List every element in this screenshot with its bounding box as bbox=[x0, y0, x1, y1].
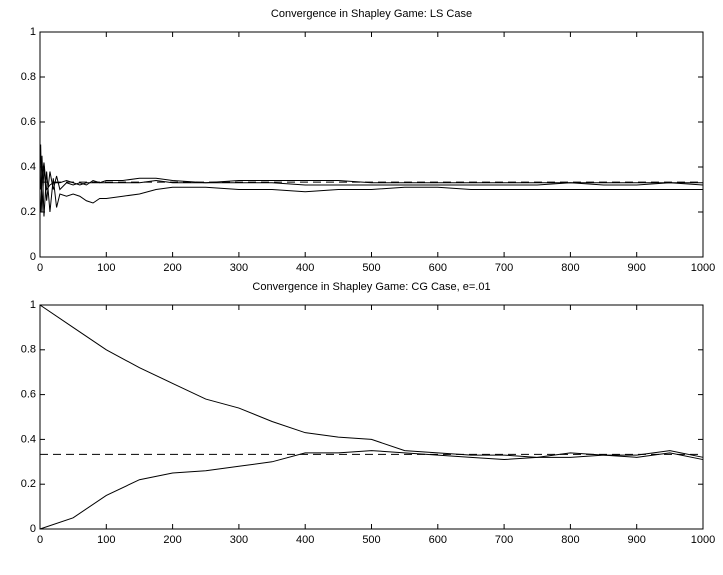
x-tick-label: 0 bbox=[37, 262, 43, 274]
x-tick-label: 200 bbox=[163, 534, 181, 546]
x-tick-label: 500 bbox=[362, 262, 380, 274]
series-line bbox=[39, 450, 704, 530]
x-tick-label: 800 bbox=[561, 262, 579, 274]
x-tick-label: 100 bbox=[97, 262, 115, 274]
y-tick-label: 0.2 bbox=[21, 478, 36, 490]
chart-title: Convergence in Shapley Game: CG Case, e=… bbox=[252, 281, 490, 293]
y-tick-label: 0 bbox=[30, 251, 36, 263]
y-tick-label: 1 bbox=[30, 26, 36, 38]
y-tick-label: 0.2 bbox=[21, 206, 36, 218]
x-tick-label: 400 bbox=[296, 534, 314, 546]
x-tick-label: 200 bbox=[163, 262, 181, 274]
chart-title: Convergence in Shapley Game: LS Case bbox=[271, 8, 472, 20]
series-line bbox=[40, 144, 703, 213]
x-tick-label: 600 bbox=[429, 534, 447, 546]
y-tick-label: 0.8 bbox=[21, 344, 36, 356]
axes-box bbox=[39, 31, 704, 258]
x-tick-label: 900 bbox=[628, 262, 646, 274]
axes-box bbox=[39, 304, 704, 530]
y-tick-label: 0.6 bbox=[21, 116, 36, 128]
x-tick-label: 300 bbox=[230, 262, 248, 274]
y-tick-label: 0 bbox=[30, 523, 36, 535]
x-tick-label: 600 bbox=[429, 262, 447, 274]
y-tick-label: 1 bbox=[30, 299, 36, 311]
x-tick-label: 700 bbox=[495, 262, 513, 274]
series-line bbox=[39, 304, 704, 458]
x-tick-label: 1000 bbox=[691, 262, 715, 274]
x-tick-label: 300 bbox=[230, 534, 248, 546]
y-tick-label: 0.4 bbox=[21, 161, 36, 173]
x-tick-label: 700 bbox=[495, 534, 513, 546]
series-line bbox=[40, 162, 704, 213]
x-tick-label: 800 bbox=[561, 534, 579, 546]
x-tick-label: 400 bbox=[296, 262, 314, 274]
x-tick-label: 900 bbox=[628, 534, 646, 546]
y-tick-label: 0.4 bbox=[21, 433, 36, 445]
x-tick-label: 500 bbox=[362, 534, 380, 546]
x-tick-label: 0 bbox=[37, 534, 43, 546]
x-tick-label: 1000 bbox=[691, 534, 715, 546]
series-line bbox=[40, 155, 703, 217]
y-tick-label: 0.8 bbox=[21, 71, 36, 83]
x-tick-label: 100 bbox=[97, 534, 115, 546]
y-tick-label: 0.6 bbox=[21, 389, 36, 401]
